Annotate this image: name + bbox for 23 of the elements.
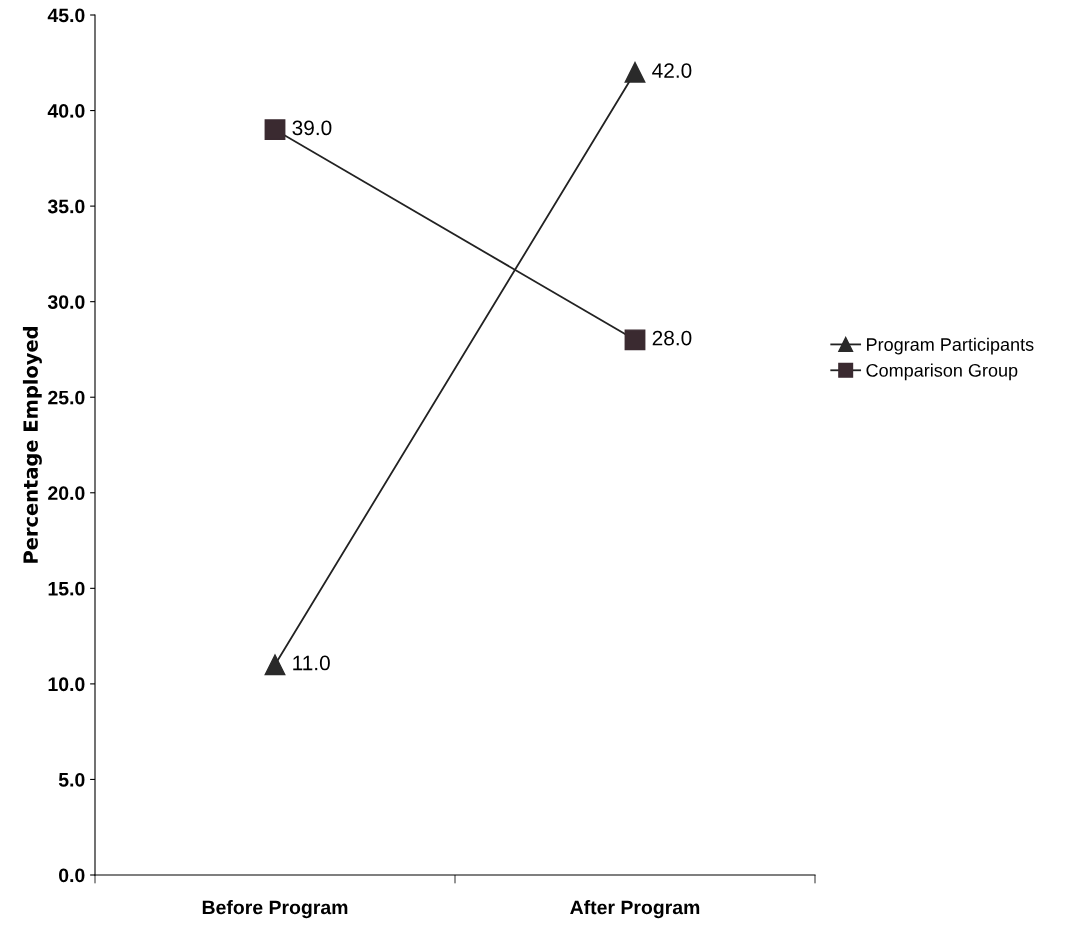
y-tick-label: 40.0 [47,104,85,118]
y-axis-title: Percentage Employed [22,327,42,563]
point [624,329,646,351]
data-label: 39.0 [292,120,332,136]
point [264,654,286,676]
data-label: 11.0 [293,655,330,671]
y-tick-label: 20.0 [48,486,85,501]
y-tick-label: 25.0 [48,390,85,405]
y-tick-label: 35.0 [47,199,85,214]
x-tick-label: After Program [570,900,700,919]
legend-label: Comparison Group [866,363,1018,381]
y-tick-label: 10.0 [48,677,85,692]
point [624,61,646,83]
y-tick-label: 15.0 [48,581,85,596]
data-label: 42.0 [652,63,692,78]
y-tick-label: 45.0 [47,8,85,23]
data-label: 28.0 [652,330,692,346]
y-tick-label: 30.0 [47,295,85,309]
legend-label: Program Participants [867,337,1034,355]
y-tick-label: 5.0 [58,772,85,787]
x-tick-label: Before Program [202,900,348,919]
point [264,119,286,141]
y-tick-label: 0.0 [59,868,85,883]
